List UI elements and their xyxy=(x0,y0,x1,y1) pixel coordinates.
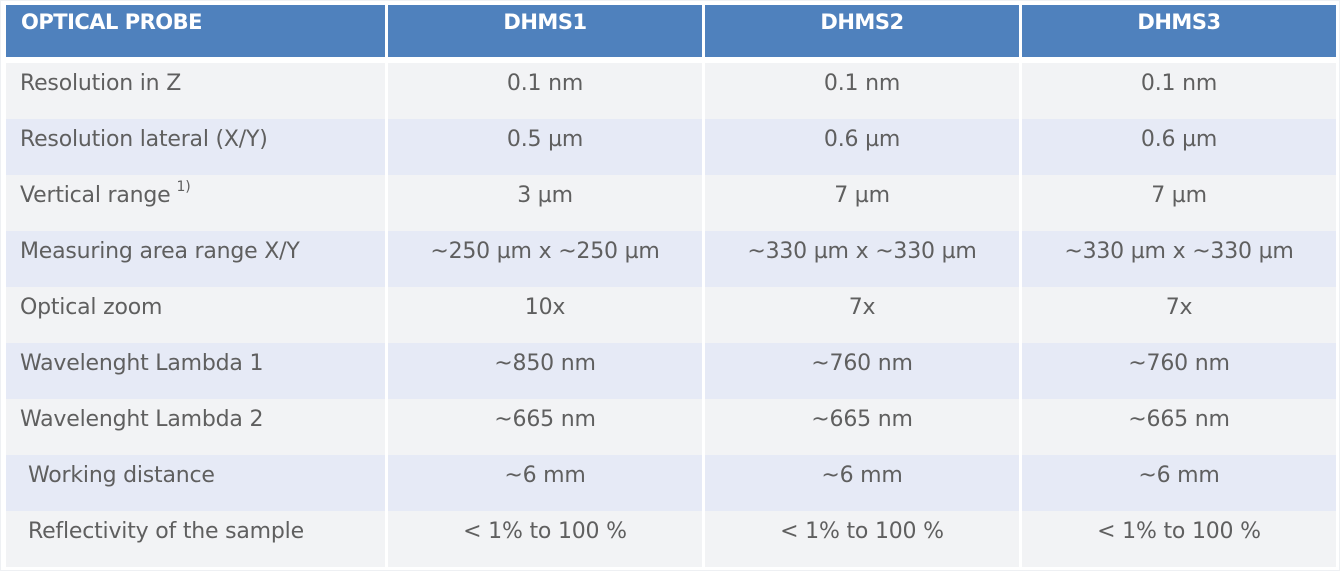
header-dhms3: DHMS3 xyxy=(1022,5,1336,57)
header-optical-probe: OPTICAL PROBE xyxy=(6,5,385,57)
table-row-wavelength-1: Wavelenght Lambda 1 ~850 nm ~760 nm ~760… xyxy=(6,343,1336,399)
row-label: Working distance xyxy=(6,455,385,511)
cell-dhms2: ~760 nm xyxy=(705,343,1019,399)
cell-dhms2: < 1% to 100 % xyxy=(705,511,1019,567)
table-header-row: OPTICAL PROBE DHMS1 DHMS2 DHMS3 xyxy=(6,5,1336,57)
table-row-vertical-range: Vertical range 1) 3 µm 7 µm 7 µm xyxy=(6,175,1336,231)
cell-dhms3: ~6 mm xyxy=(1022,455,1336,511)
cell-dhms3: 7 µm xyxy=(1022,175,1336,231)
cell-dhms1: 10x xyxy=(388,287,702,343)
cell-dhms1: < 1% to 100 % xyxy=(388,511,702,567)
cell-dhms3: ~760 nm xyxy=(1022,343,1336,399)
cell-dhms2: ~665 nm xyxy=(705,399,1019,455)
row-label-cell: Vertical range 1) xyxy=(6,175,385,231)
cell-dhms2: ~330 µm x ~330 µm xyxy=(705,231,1019,287)
optical-probe-spec-table: OPTICAL PROBE DHMS1 DHMS2 DHMS3 Resoluti… xyxy=(6,5,1336,567)
cell-dhms3: 0.6 µm xyxy=(1022,119,1336,175)
cell-dhms3: ~665 nm xyxy=(1022,399,1336,455)
cell-dhms2: 7 µm xyxy=(705,175,1019,231)
table-row-measuring-area: Measuring area range X/Y ~250 µm x ~250 … xyxy=(6,231,1336,287)
table-row-wavelength-2: Wavelenght Lambda 2 ~665 nm ~665 nm ~665… xyxy=(6,399,1336,455)
row-label: Vertical range xyxy=(20,183,171,208)
cell-dhms1: ~6 mm xyxy=(388,455,702,511)
cell-dhms1: ~850 nm xyxy=(388,343,702,399)
header-dhms2: DHMS2 xyxy=(705,5,1019,57)
table-row-resolution-lateral: Resolution lateral (X/Y) 0.5 µm 0.6 µm 0… xyxy=(6,119,1336,175)
row-label: Resolution in Z xyxy=(6,63,385,119)
row-label: Wavelenght Lambda 2 xyxy=(6,399,385,455)
cell-dhms1: ~665 nm xyxy=(388,399,702,455)
cell-dhms2: 7x xyxy=(705,287,1019,343)
row-label: Measuring area range X/Y xyxy=(6,231,385,287)
cell-dhms2: 0.1 nm xyxy=(705,63,1019,119)
row-label: Wavelenght Lambda 1 xyxy=(6,343,385,399)
row-label: Resolution lateral (X/Y) xyxy=(6,119,385,175)
cell-dhms1: 0.5 µm xyxy=(388,119,702,175)
table-row-reflectivity: Reflectivity of the sample < 1% to 100 %… xyxy=(6,511,1336,567)
cell-dhms3: < 1% to 100 % xyxy=(1022,511,1336,567)
row-label: Optical zoom xyxy=(6,287,385,343)
cell-dhms3: ~330 µm x ~330 µm xyxy=(1022,231,1336,287)
cell-dhms2: ~6 mm xyxy=(705,455,1019,511)
cell-dhms1: ~250 µm x ~250 µm xyxy=(388,231,702,287)
footnote-marker: 1) xyxy=(176,179,191,195)
cell-dhms3: 7x xyxy=(1022,287,1336,343)
cell-dhms1: 0.1 nm xyxy=(388,63,702,119)
cell-dhms3: 0.1 nm xyxy=(1022,63,1336,119)
table-row-optical-zoom: Optical zoom 10x 7x 7x xyxy=(6,287,1336,343)
row-label: Reflectivity of the sample xyxy=(6,511,385,567)
cell-dhms1: 3 µm xyxy=(388,175,702,231)
table-row-working-distance: Working distance ~6 mm ~6 mm ~6 mm xyxy=(6,455,1336,511)
cell-dhms2: 0.6 µm xyxy=(705,119,1019,175)
table-row-resolution-z: Resolution in Z 0.1 nm 0.1 nm 0.1 nm xyxy=(6,63,1336,119)
header-dhms1: DHMS1 xyxy=(388,5,702,57)
